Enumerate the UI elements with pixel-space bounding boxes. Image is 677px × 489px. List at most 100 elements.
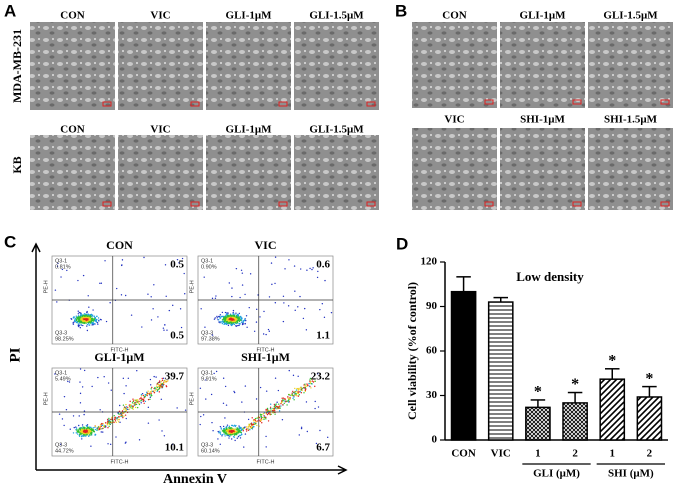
image-caption: VIC [150,10,170,22]
event-dot [104,422,107,424]
event-dot [87,427,89,430]
event-dot [108,419,111,422]
event-dot [129,400,131,403]
event-dot [145,391,148,394]
event-dot [144,400,147,403]
event-dot [288,398,290,400]
event-dot [77,320,79,323]
y-tick-label: 0 [432,434,438,446]
event-dot [159,385,162,387]
event-dot [164,381,166,383]
event-dot [222,377,225,379]
event-dot [134,399,136,401]
image-caption: GLI-1μM [226,10,273,22]
event-dot [92,321,94,324]
event-dot [101,422,103,425]
image-caption: GLI-1.5μM [603,10,658,22]
event-dot [132,408,134,410]
event-dot [94,317,96,320]
event-dot [101,424,103,427]
event-dot [155,376,157,378]
event-dot [82,324,84,327]
quadrant-name: Q3-3 [55,442,67,448]
event-dot [99,282,101,284]
quadrant-percent: 5.49% [55,376,71,382]
event-dot [84,430,86,433]
event-dot [317,406,320,408]
event-dot [81,438,83,440]
event-dot [99,424,102,426]
event-dot [128,404,131,406]
event-dot [278,405,281,407]
image-caption: GLI-1μM [226,124,273,136]
event-dot [260,415,262,417]
event-dot [78,322,81,324]
event-dot [237,428,240,430]
event-dot [227,317,230,319]
event-dot [130,404,132,406]
event-dot [226,313,228,315]
event-dot [121,414,123,417]
event-dot [164,379,166,382]
significance: * [534,384,542,401]
event-dot [269,413,271,415]
event-dot [223,323,225,325]
event-dot [93,315,95,318]
event-dot [229,433,232,436]
event-dot [99,409,101,411]
event-dot [242,430,244,432]
event-dot [100,282,103,284]
event-dot [280,405,282,407]
event-dot [78,320,81,323]
event-dot [238,425,240,427]
event-dot [308,382,310,385]
event-dot [314,385,316,388]
event-dot [88,429,90,431]
event-dot [77,318,79,321]
event-dot [81,431,83,434]
event-dot [223,427,226,430]
event-dot [228,314,230,317]
event-dot [304,385,306,387]
event-dot [225,317,227,319]
event-dot [269,406,272,408]
event-dot [240,431,242,434]
event-dot [161,383,164,385]
event-dot [89,316,92,318]
event-dot [239,434,242,437]
x-tick-label: 1 [610,448,616,460]
event-dot [162,377,165,380]
event-dot [79,314,82,317]
event-dot [94,433,96,436]
event-dot [86,426,88,429]
event-dot [89,431,92,433]
event-dot [136,369,138,372]
event-dot [98,320,100,322]
significance: * [608,352,616,369]
event-dot [238,324,240,327]
event-dot [235,432,238,434]
event-dot [219,425,222,428]
event-dot [218,321,220,323]
event-dot [238,427,240,429]
event-dot [109,302,111,304]
quadrant-name: Q3-3 [201,330,213,336]
event-dot [245,426,248,428]
event-dot [114,418,116,420]
event-dot [277,389,280,392]
event-dot [97,323,99,325]
quadrant-name: Q3-3 [55,330,67,336]
event-dot [123,415,125,417]
event-dot [103,426,106,428]
event-dot [294,391,296,393]
event-dot [85,425,88,427]
event-dot [241,401,243,403]
event-dot [72,415,75,417]
event-dot [240,317,242,319]
event-dot [234,317,236,319]
event-dot [225,427,228,429]
micrograph [588,128,673,210]
event-dot [203,276,205,278]
event-dot [79,427,81,429]
